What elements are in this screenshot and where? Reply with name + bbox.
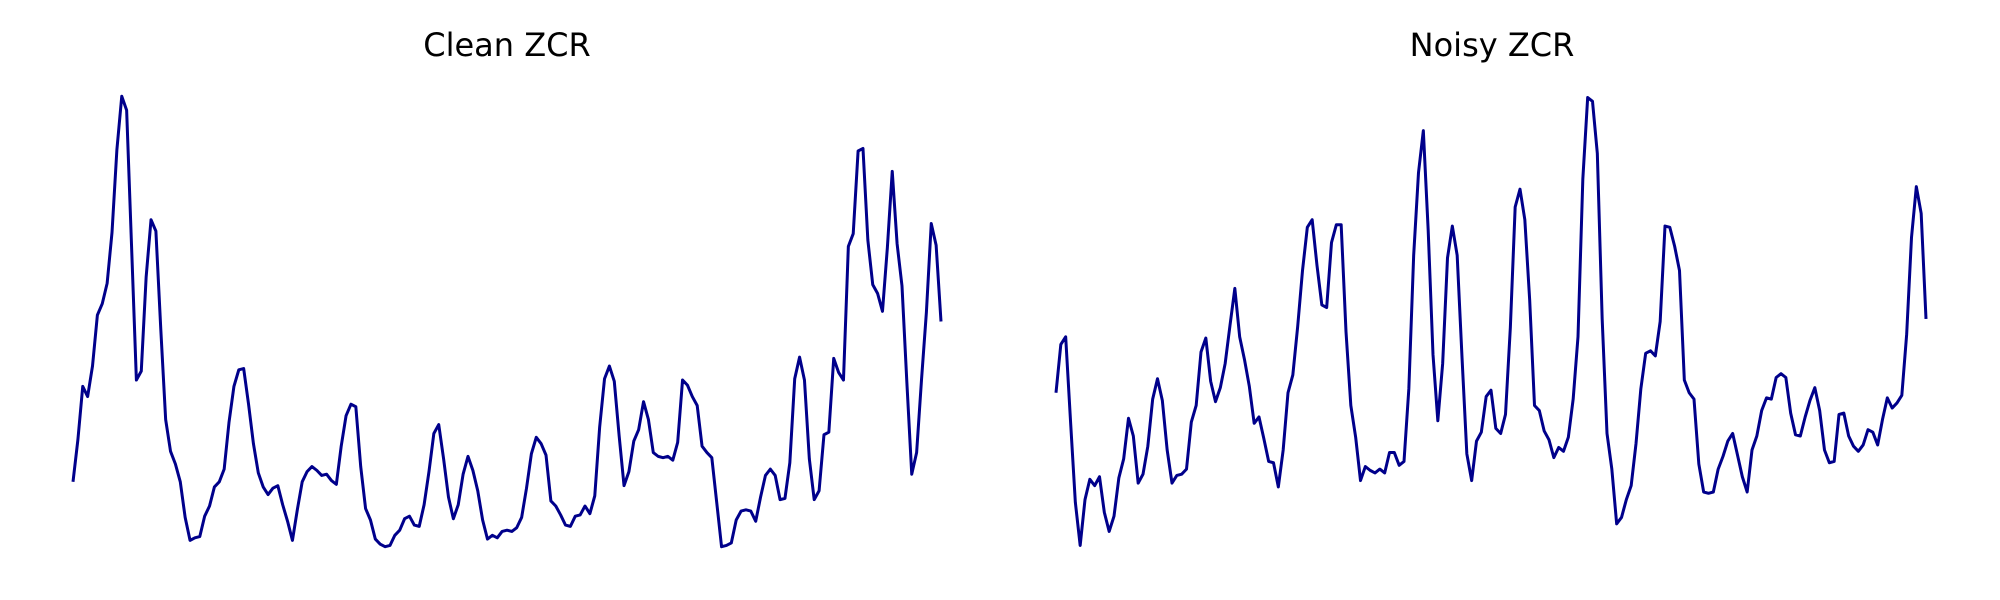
line (71, 94, 943, 549)
chart-title: Noisy ZCR (1410, 26, 1575, 64)
line (1054, 96, 1928, 547)
chart-title: Clean ZCR (423, 26, 590, 64)
